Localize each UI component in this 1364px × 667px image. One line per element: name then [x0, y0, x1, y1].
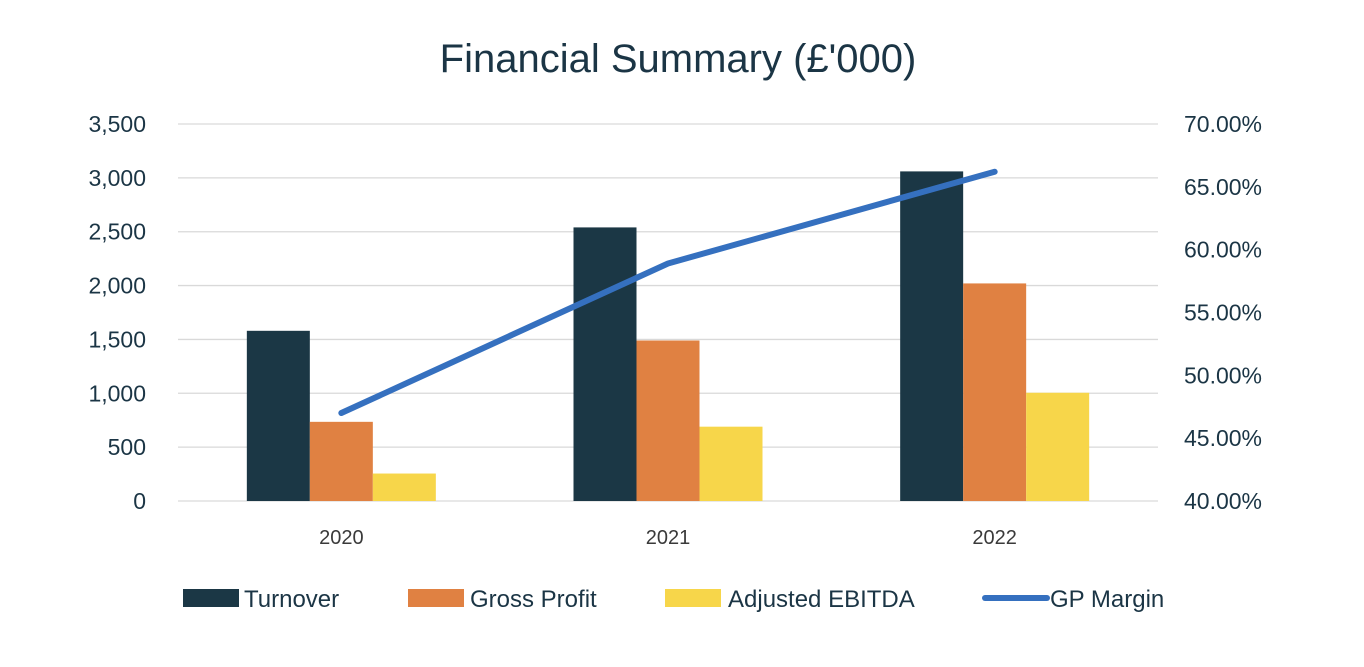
chart-title: Financial Summary (£'000)	[440, 37, 917, 81]
right-axis: 40.00% 45.00% 50.00% 55.00% 60.00% 65.00% 70.0…	[1184, 111, 1262, 514]
left-tick-label: 1,500	[88, 326, 146, 352]
left-axis: 0 500 1,000 1,500 2,000 2,500 3,000 3,500	[88, 111, 146, 514]
right-tick-label: 70.00%	[1184, 111, 1262, 137]
bars	[246, 171, 1090, 502]
legend-item-gp-margin: GP Margin	[982, 586, 1164, 613]
left-tick-label: 3,500	[88, 111, 146, 137]
left-tick-label: 500	[108, 434, 146, 460]
left-tick-label: 0	[133, 488, 146, 514]
line-series	[338, 168, 998, 417]
legend-label: Gross Profit	[470, 586, 597, 613]
right-tick-label: 45.00%	[1184, 425, 1262, 451]
bar-turnover	[900, 171, 964, 501]
legend-item-turnover: Turnover	[183, 586, 339, 613]
bar-adjusted-ebitda	[699, 426, 763, 501]
legend-label: GP Margin	[1050, 586, 1164, 613]
bar-gross-profit	[309, 421, 373, 501]
bar-turnover	[246, 330, 310, 501]
right-tick-label: 65.00%	[1184, 174, 1262, 200]
left-tick-label: 2,500	[88, 219, 146, 245]
legend-item-gross-profit: Gross Profit	[408, 586, 597, 613]
legend-label: Adjusted EBITDA	[728, 586, 915, 613]
right-tick-label: 55.00%	[1184, 300, 1262, 326]
bar-gross-profit	[963, 283, 1027, 501]
legend-swatch	[183, 589, 239, 607]
legend-item-adjusted-ebitda: Adjusted EBITDA	[665, 586, 915, 613]
legend-swatch	[665, 589, 721, 607]
category-axis: 2020 2021 2022	[319, 527, 1017, 549]
left-tick-label: 3,000	[88, 165, 146, 191]
category-label: 2021	[646, 527, 691, 549]
right-tick-label: 60.00%	[1184, 237, 1262, 263]
left-tick-label: 1,000	[88, 380, 146, 406]
category-label: 2022	[972, 527, 1017, 549]
bar-adjusted-ebitda	[1026, 392, 1090, 501]
left-tick-label: 2,000	[88, 273, 146, 299]
legend-swatch	[408, 589, 464, 607]
category-label: 2020	[319, 527, 364, 549]
right-tick-label: 50.00%	[1184, 362, 1262, 388]
legend: Turnover Gross Profit Adjusted EBITDA GP Ma…	[183, 586, 1164, 613]
right-tick-label: 40.00%	[1184, 488, 1262, 514]
line-gp-margin	[338, 168, 998, 417]
bar-gross-profit	[636, 340, 700, 501]
legend-label: Turnover	[244, 586, 339, 613]
bar-turnover	[573, 227, 637, 502]
bar-adjusted-ebitda	[372, 473, 436, 501]
